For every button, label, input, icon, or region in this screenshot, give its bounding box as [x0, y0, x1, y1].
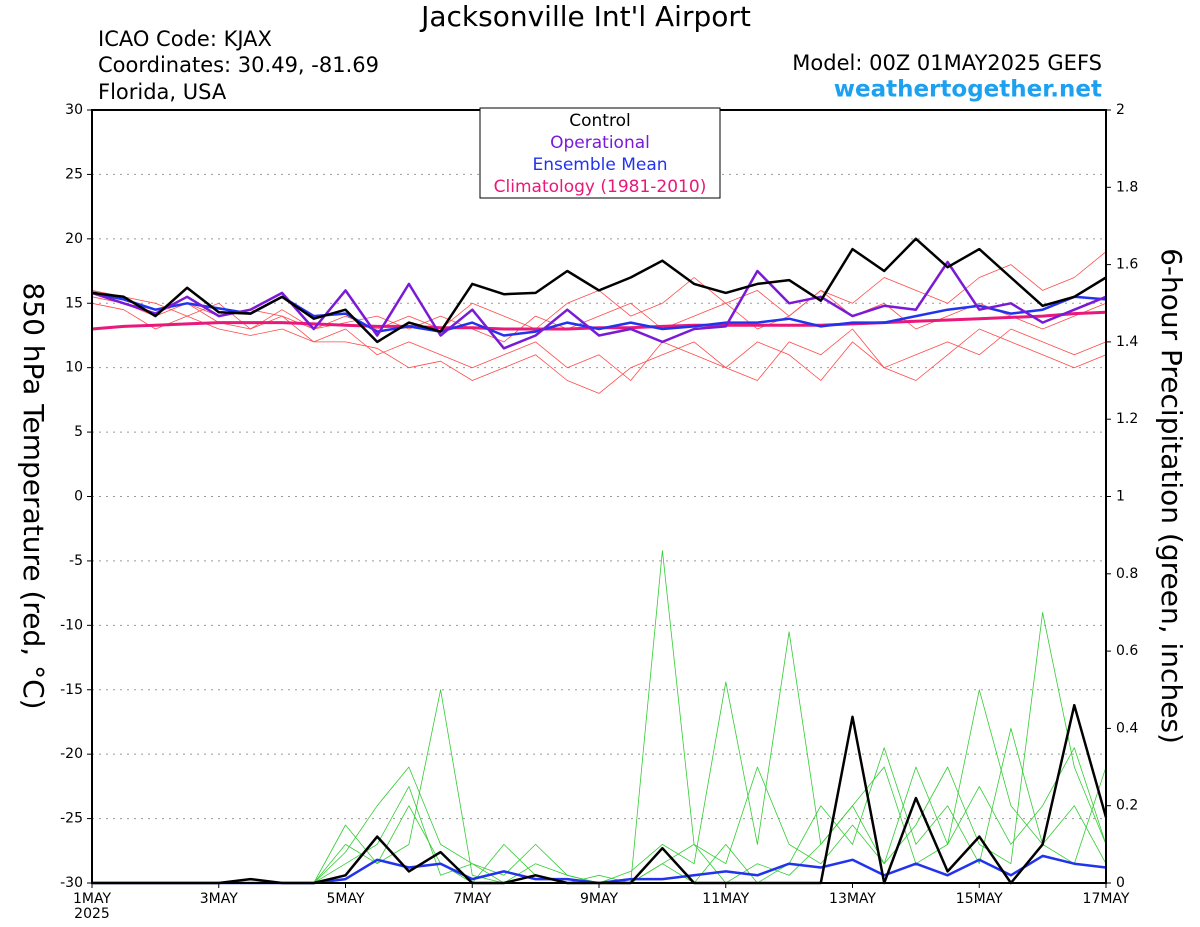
precip-line [92, 631, 1107, 884]
y-tick-label: -25 [60, 811, 83, 827]
model-info: Model: 00Z 01MAY2025 GEFS [792, 51, 1102, 75]
y-tick-label: 25 [65, 166, 83, 182]
temp-line [91, 260, 1107, 350]
chart-title: Jacksonville Int'l Airport [419, 0, 751, 33]
station-info: Coordinates: 30.49, -81.69 [98, 53, 379, 77]
station-info: ICAO Code: KJAX [98, 27, 272, 51]
x-tick-label: 9MAY [580, 891, 618, 907]
y-tick-label: -10 [60, 617, 83, 633]
y-tick-label: 0 [74, 489, 83, 505]
x-tick-label: 15MAY [956, 891, 1003, 907]
x-tick-label: 13MAY [829, 891, 876, 907]
y-tick-label: -30 [60, 875, 83, 891]
y-tick-label: -15 [60, 682, 83, 698]
x-tick-label: 11MAY [702, 891, 749, 907]
legend-box [479, 107, 721, 199]
y-tick-label: 20 [65, 231, 83, 247]
station-info: Florida, USA [98, 80, 227, 104]
plot-area: -30 -25 -20 -15 -10 -5 0 5 10 15 20 25 30 0 0.2 0.4 0.6 0… [60, 102, 1138, 907]
y2-tick-label: 0 [1116, 875, 1125, 891]
temp-line [91, 310, 1107, 331]
temp-line [91, 237, 1107, 344]
y2-tick-label: 0.2 [1116, 798, 1138, 814]
y2-tick-label: 1.6 [1116, 257, 1138, 273]
y-tick-label: -20 [60, 746, 83, 762]
y-tick-label: 10 [65, 360, 83, 376]
legend-label: Climatology (1981-2010) [494, 177, 707, 197]
y2-axis-title: 6-hour Precipitation (green, inches) [1155, 248, 1188, 744]
y2-tick-label: 1 [1116, 489, 1125, 505]
x-tick-label: 3MAY [200, 891, 238, 907]
y2-tick-label: 1.4 [1116, 334, 1138, 350]
y-tick-label: 30 [65, 102, 83, 118]
y2-tick-label: 2 [1116, 102, 1125, 118]
y-tick-label: 5 [74, 424, 83, 440]
precip-line [92, 728, 1107, 884]
y2-tick-label: 0.4 [1116, 720, 1138, 736]
y2-tick-label: 0.6 [1116, 643, 1138, 659]
y-tick-label: -5 [69, 553, 83, 569]
year-label: 2025 [74, 906, 110, 922]
legend-label: Operational [550, 133, 650, 153]
x-tick-label: 17MAY [1083, 891, 1130, 907]
x-tick-label: 1MAY [73, 891, 111, 907]
x-tick-label: 7MAY [453, 891, 491, 907]
x-tick-label: 5MAY [326, 891, 364, 907]
y2-tick-label: 1.2 [1116, 411, 1138, 427]
site-name: weathertogether.net [834, 77, 1102, 103]
legend-label: Control [569, 111, 630, 131]
temp-line [91, 296, 1107, 381]
y2-tick-label: 1.8 [1116, 179, 1138, 195]
y-tick-label: 15 [65, 295, 83, 311]
y2-tick-label: 0.8 [1116, 566, 1138, 582]
y-axis-title: 850 hPa Temperature (red, °C) [17, 282, 50, 709]
temp-line [91, 302, 1107, 394]
precip-line [92, 703, 1108, 885]
legend-label: Ensemble Mean [532, 155, 667, 175]
